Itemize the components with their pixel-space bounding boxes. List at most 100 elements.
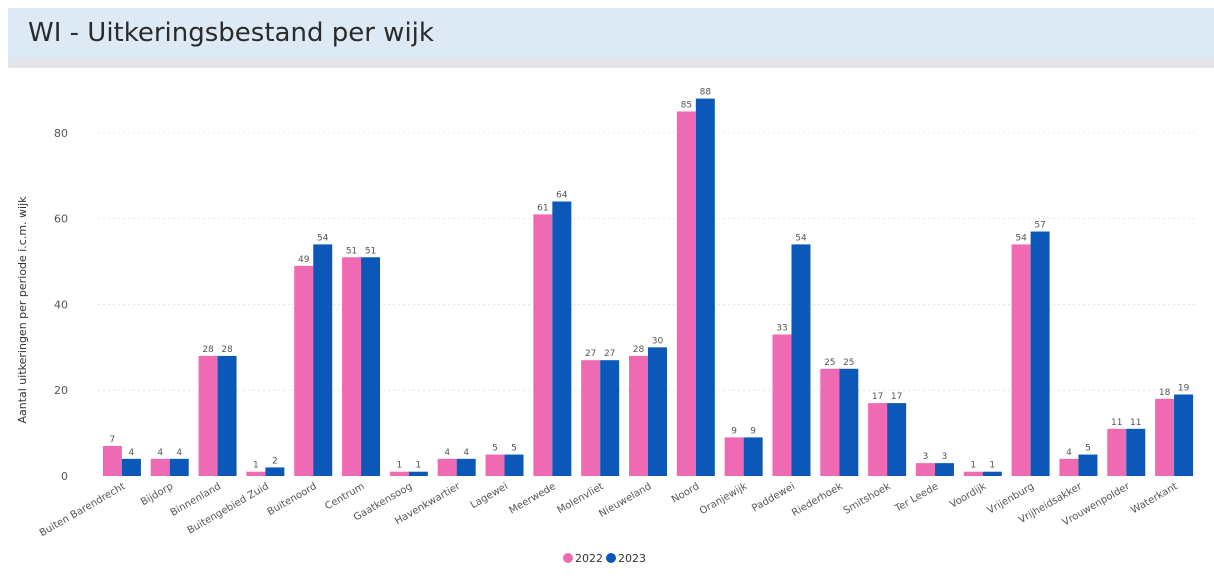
data-label-2023: 17 [891,392,902,402]
data-label-2023: 57 [1034,221,1045,231]
data-label-2022: 4 [1066,448,1072,458]
data-label-2023: 4 [129,448,135,458]
data-label-2023: 64 [556,191,568,201]
data-label-2022: 27 [585,349,596,359]
legend-swatch-2023 [606,553,616,563]
bar-2023 [743,437,763,476]
x-tick-label: Voordijk [948,481,988,511]
data-label-2022: 54 [1015,233,1027,243]
bar-2023 [1078,454,1098,476]
x-tick-label: Riederhoek [790,481,845,519]
data-label-2022: 1 [970,461,976,471]
legend-label-2023: 2023 [618,552,646,565]
data-label-2022: 28 [633,345,645,355]
data-label-2022: 25 [824,358,835,368]
data-label-2022: 1 [397,461,403,471]
bar-2022 [198,355,218,476]
x-tick-label: Lagewei [469,481,510,511]
bar-2023 [169,458,189,476]
bar-2023 [648,347,667,476]
bar-2023 [600,360,620,476]
data-label-2023: 28 [221,345,233,355]
data-label-2023: 19 [1178,384,1190,394]
data-label-2023: 27 [604,349,615,359]
x-tick-label: Ter Leede [892,481,940,515]
bar-2022 [1059,458,1079,476]
bar-2022 [820,368,840,476]
bar-2022 [246,471,266,476]
bar-2022 [1155,398,1175,476]
data-label-2023: 54 [795,233,807,243]
data-label-2023: 4 [463,448,469,458]
bar-2023 [1126,428,1146,476]
x-tick-label: Buiten Barendrecht [38,481,128,539]
data-label-2022: 61 [537,203,548,213]
bar-2022 [676,111,696,476]
y-tick-label: 80 [54,127,68,140]
bar-2022 [437,458,457,476]
legend-label-2022: 2022 [575,552,603,565]
x-tick-label: Noord [670,481,701,506]
data-label-2023: 30 [652,336,664,346]
data-label-2022: 5 [492,444,498,454]
bar-2023 [695,98,715,477]
data-label-2023: 9 [750,426,756,436]
y-tick-label: 20 [54,384,68,397]
title-bar: WI - Uitkeringsbestand per wijk [8,8,1214,58]
data-label-2023: 2 [272,456,278,466]
bar-2023 [313,244,333,476]
bar-2023 [121,458,141,476]
data-label-2022: 7 [110,435,116,445]
bar-2022 [389,471,409,476]
bar-2023 [456,458,476,476]
data-label-2023: 11 [1130,418,1141,428]
data-label-2022: 49 [298,255,310,265]
data-label-2022: 85 [681,100,692,110]
bar-2023 [934,463,954,476]
data-label-2023: 25 [843,358,854,368]
bar-2023 [791,244,811,476]
data-label-2023: 5 [511,444,517,454]
bar-2022 [629,355,648,476]
legend-swatch-2022 [563,553,573,563]
bar-2023 [361,257,381,476]
bar-2022 [772,334,792,476]
x-tick-label: Bijdorp [139,481,175,508]
bar-chart: 0 20 40 60 80 Aantal uitkeringen per periode… [16,88,1198,565]
x-tick-label: Nieuweland [597,481,653,520]
data-label-2022: 4 [444,448,450,458]
bar-2022 [581,360,601,476]
data-label-2023: 3 [942,452,948,462]
x-tick-label: Buitenoord [266,481,319,518]
data-label-2022: 3 [923,452,929,462]
data-label-2023: 5 [1085,444,1091,454]
separator-bar [8,58,1214,68]
bar-2023 [408,471,428,476]
bar-2022 [533,214,553,476]
x-tick-label: Oranjewijk [698,481,749,517]
data-label-2022: 1 [253,461,259,471]
bar-2023 [887,403,907,476]
data-label-2023: 54 [317,233,329,243]
y-tick-label: 40 [54,298,68,311]
x-tick-label: Buitengebied Zuid [186,481,271,537]
data-label-2023: 51 [365,246,376,256]
legend: 2022 2023 [563,552,646,565]
bar-2023 [265,467,285,476]
y-tick-label: 0 [61,470,68,483]
x-axis-ticks: Buiten Barendrecht BijdorpBinnenlandBuite… [38,481,1180,540]
y-axis-label: Aantal uitkeringen per periode i.c.m. wi… [16,196,29,424]
page-title: WI - Uitkeringsbestand per wijk [28,18,434,48]
y-tick-label: 60 [54,213,68,226]
bar-2023 [839,368,859,476]
chart-panel: 0 20 40 60 80 Aantal uitkeringen per periode… [8,70,1214,581]
bar-2023 [217,355,237,476]
bar-2022 [294,265,314,476]
bar-2023 [1030,231,1050,476]
bar-2022 [102,445,122,476]
data-label-2022: 9 [731,426,737,436]
x-tick-label: Waterkant [1129,481,1179,516]
data-label-2022: 33 [776,323,787,333]
bar-2022 [150,458,170,476]
data-label-2023: 1 [989,461,995,471]
